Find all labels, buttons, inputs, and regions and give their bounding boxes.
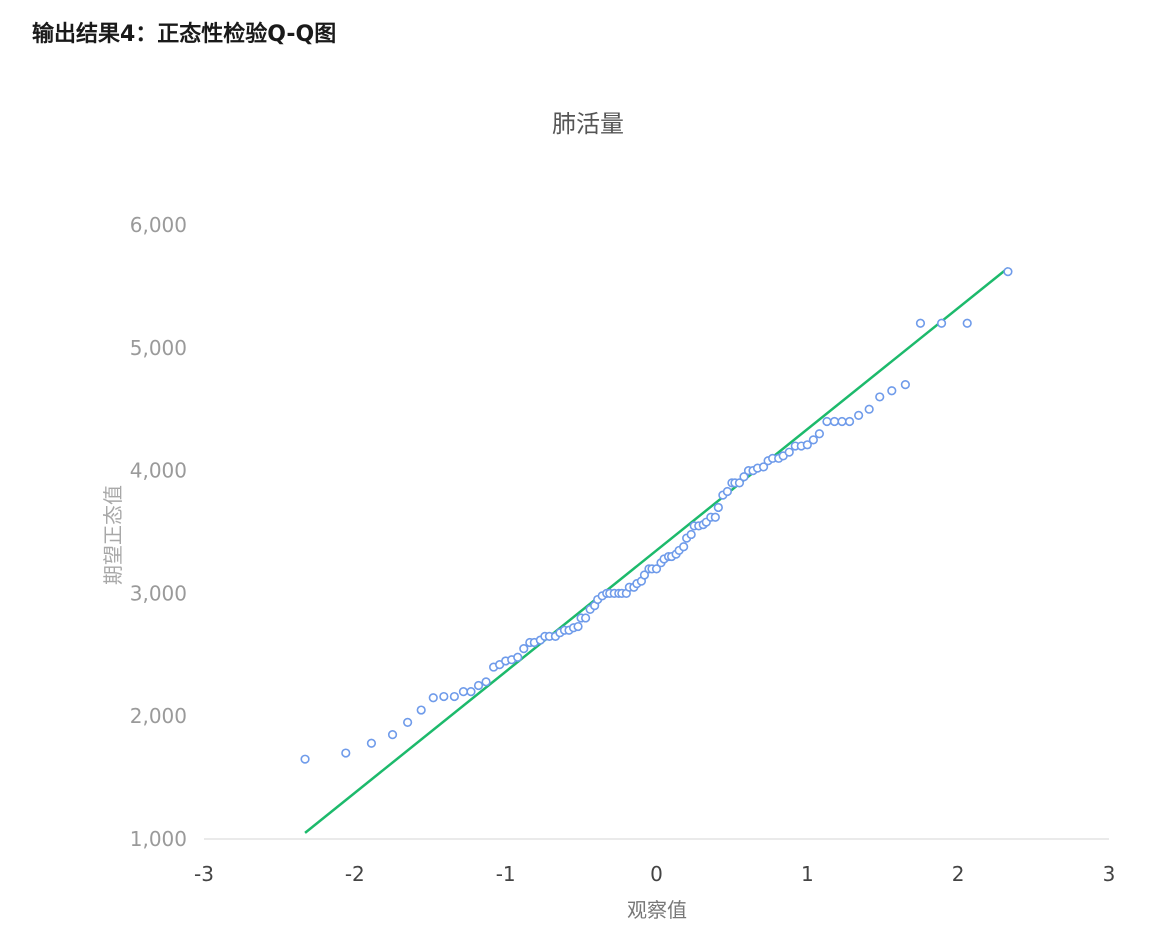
y-tick-label: 3,000 — [130, 581, 187, 605]
axes: -3 -2 -1 0 1 2 3 1,000 2,000 3,000 4,000 5,000 6,000 — [130, 213, 1116, 886]
data-point — [854, 410, 864, 420]
data-point — [466, 687, 476, 697]
data-point — [758, 462, 769, 472]
chart-title: 肺活量 — [552, 110, 624, 138]
data-points — [300, 267, 1013, 764]
data-point — [403, 717, 413, 727]
data-point — [844, 416, 855, 427]
data-point — [722, 486, 732, 497]
data-point — [439, 691, 449, 702]
x-tick-label: -1 — [496, 862, 516, 886]
data-point — [473, 680, 484, 691]
data-point — [428, 693, 438, 703]
page-heading: 输出结果4：正态性检验Q-Q图 — [32, 22, 337, 47]
data-point — [802, 440, 812, 450]
data-point — [739, 472, 749, 482]
data-point — [679, 542, 689, 552]
data-point — [387, 730, 398, 740]
data-point — [513, 652, 523, 662]
fit-line-group — [304, 267, 1009, 834]
data-point — [573, 621, 583, 632]
y-axis-label: 期望正态值 — [101, 485, 125, 585]
x-tick-label: -3 — [194, 862, 214, 886]
data-point — [962, 318, 972, 328]
x-tick-label: 1 — [801, 862, 814, 886]
data-point — [734, 478, 745, 488]
data-point — [864, 404, 874, 414]
x-tick-label: 3 — [1103, 862, 1116, 886]
data-point — [887, 386, 897, 396]
data-point — [481, 677, 491, 687]
x-tick-label: 0 — [650, 862, 663, 886]
data-point — [449, 691, 459, 702]
data-point — [784, 447, 794, 457]
data-point — [837, 416, 847, 427]
data-point — [1003, 267, 1013, 277]
data-point — [814, 429, 825, 439]
x-tick-label: 2 — [952, 862, 965, 886]
data-point — [416, 705, 426, 715]
y-tick-label: 6,000 — [130, 213, 187, 237]
data-point — [915, 318, 926, 328]
data-point — [710, 512, 720, 522]
data-point — [808, 435, 818, 445]
y-tick-label: 1,000 — [130, 827, 187, 851]
data-point — [651, 564, 662, 574]
data-point — [900, 380, 910, 390]
data-point — [639, 570, 650, 580]
y-tick-label: 2,000 — [130, 704, 187, 728]
x-axis-label: 观察值 — [627, 898, 687, 922]
data-point — [458, 687, 469, 697]
y-tick-label: 4,000 — [130, 459, 187, 483]
data-point — [936, 318, 947, 328]
data-point — [686, 529, 696, 540]
data-point — [341, 748, 351, 758]
fit-line — [304, 267, 1009, 834]
data-point — [581, 613, 591, 623]
data-point — [519, 644, 529, 654]
data-point — [822, 416, 832, 427]
data-point — [875, 392, 885, 402]
data-point — [366, 738, 377, 748]
data-point — [829, 416, 840, 427]
data-point — [713, 502, 723, 513]
x-tick-label: -2 — [345, 862, 365, 886]
y-tick-label: 5,000 — [130, 336, 187, 360]
data-point — [300, 754, 310, 764]
